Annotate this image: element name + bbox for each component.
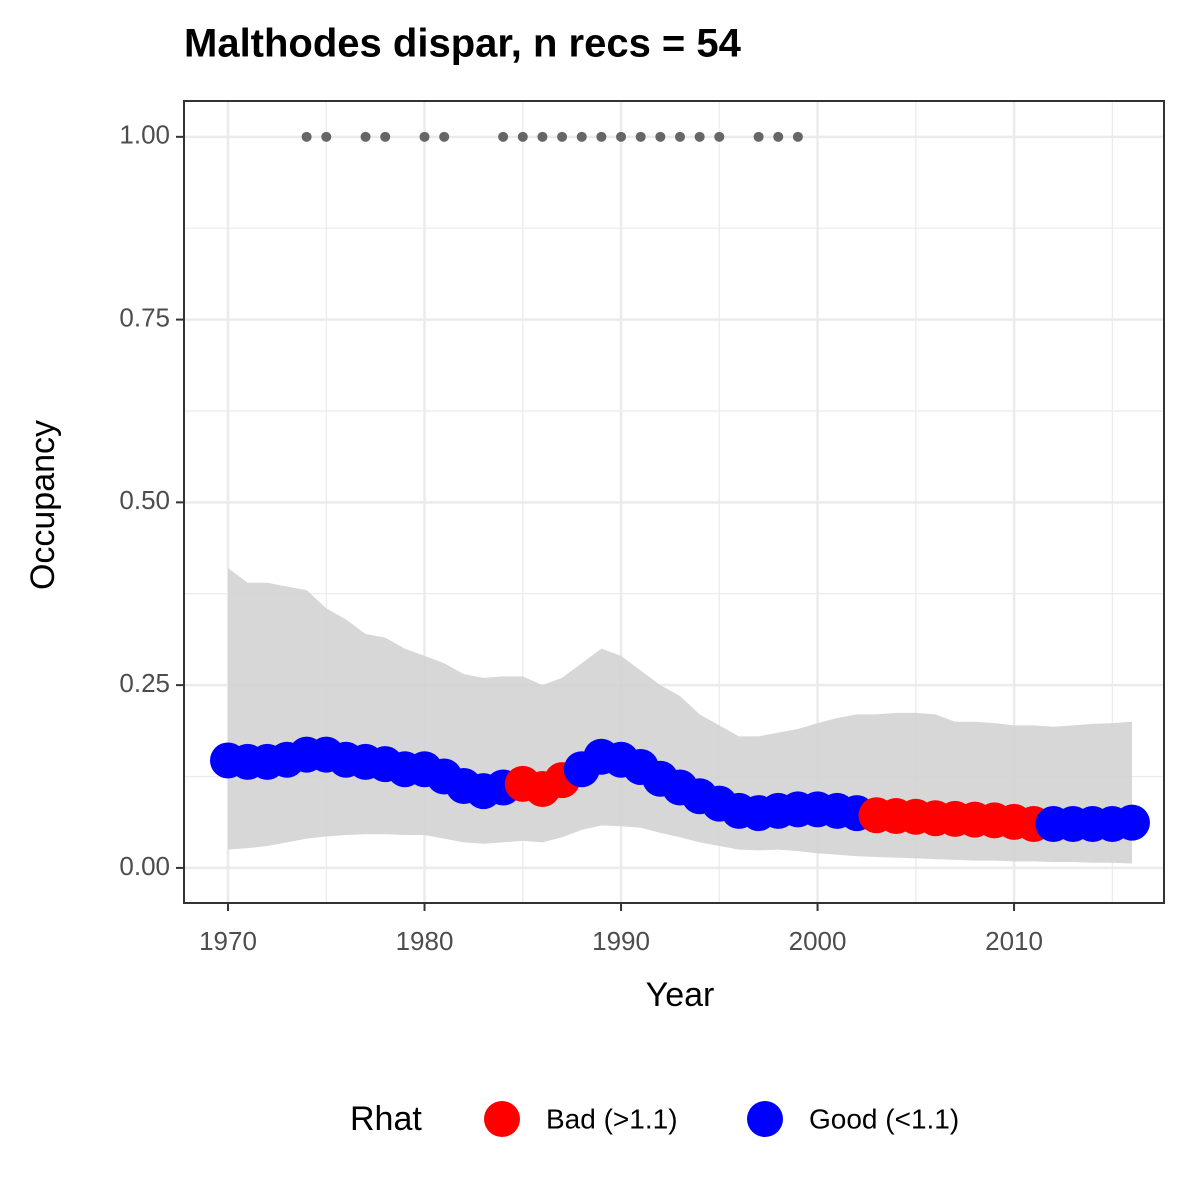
legend-marker [484, 1101, 520, 1137]
record-point [694, 131, 705, 142]
x-axis-label: Year [646, 976, 715, 1014]
record-point [635, 131, 646, 142]
record-point [321, 131, 332, 142]
record-point [557, 131, 568, 142]
record-point [517, 131, 528, 142]
x-tick-label: 1980 [396, 926, 454, 956]
record-point [380, 131, 391, 142]
occupancy-point [1113, 804, 1150, 841]
x-tick-label: 2000 [789, 926, 847, 956]
record-point [773, 131, 784, 142]
legend-marker [747, 1101, 783, 1137]
record-point [616, 131, 627, 142]
record-point [439, 131, 450, 142]
y-tick-label: 0.50 [119, 485, 170, 515]
record-point [655, 131, 666, 142]
y-axis-label: Occupancy [24, 420, 62, 590]
y-tick-label: 0.00 [119, 851, 170, 881]
chart-title: Malthodes dispar, n recs = 54 [184, 22, 742, 66]
record-point [792, 131, 803, 142]
record-point [301, 131, 312, 142]
record-point [596, 131, 607, 142]
record-point [498, 131, 509, 142]
y-tick-label: 0.75 [119, 302, 170, 332]
x-tick-label: 1970 [199, 926, 257, 956]
x-tick-label: 2010 [985, 926, 1043, 956]
legend-label: Good (<1.1) [809, 1103, 959, 1134]
record-point [537, 131, 548, 142]
record-point [419, 131, 430, 142]
record-point [753, 131, 764, 142]
y-tick-label: 1.00 [119, 120, 170, 150]
record-point [714, 131, 725, 142]
record-point [576, 131, 587, 142]
x-tick-label: 1990 [592, 926, 650, 956]
y-tick-label: 0.25 [119, 668, 170, 698]
legend-title: Rhat [350, 1100, 422, 1138]
record-point [360, 131, 371, 142]
panel-border [183, 100, 1165, 904]
legend-label: Bad (>1.1) [546, 1103, 678, 1134]
record-point [674, 131, 685, 142]
